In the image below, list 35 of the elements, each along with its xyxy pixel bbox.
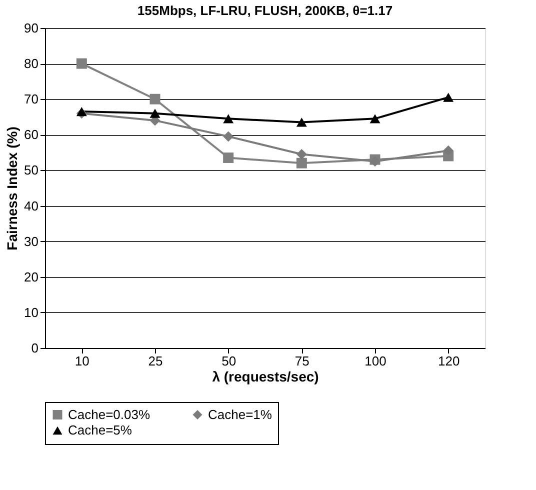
point [150, 108, 160, 118]
point [223, 131, 234, 142]
point [443, 92, 454, 102]
y-tick-label: 80 [24, 56, 38, 72]
point [76, 107, 87, 116]
y-axis-title: Fairness Index (%) [4, 126, 20, 250]
y-tick-label: 60 [24, 127, 38, 142]
point [296, 118, 307, 127]
y-tick-label: 40 [24, 198, 38, 214]
x-tick-label: 120 [438, 354, 460, 368]
point [223, 152, 234, 164]
point [443, 145, 454, 156]
legend-label: Cache=1% [208, 406, 272, 422]
point [370, 114, 380, 124]
y-tick-label: 30 [24, 234, 38, 249]
x-tick-label: 100 [364, 354, 386, 368]
point [296, 158, 307, 168]
y-tick-label: 90 [24, 20, 38, 36]
x-axis-title: λ (requests/sec) [212, 368, 319, 384]
y-tick-label: 70 [24, 92, 38, 107]
point [150, 94, 160, 104]
y-tick-label: 20 [24, 269, 38, 284]
x-tick-label: 10 [74, 354, 90, 368]
y-tick-label: 50 [24, 162, 38, 178]
point [76, 58, 87, 69]
legend-label: Cache=0.03% [68, 406, 150, 422]
y-tick-label: 0 [31, 340, 38, 356]
chart-title: 155Mbps, LF-LRU, FLUSH, 200KB, θ=1.17 [137, 3, 393, 18]
point [296, 148, 307, 160]
point [223, 114, 234, 124]
x-tick-label: 50 [222, 354, 236, 368]
x-tick-label: 25 [148, 354, 163, 368]
legend-label: Cache=5% [68, 422, 132, 438]
y-tick-label: 10 [24, 304, 38, 320]
x-tick-label: 75 [294, 354, 310, 368]
